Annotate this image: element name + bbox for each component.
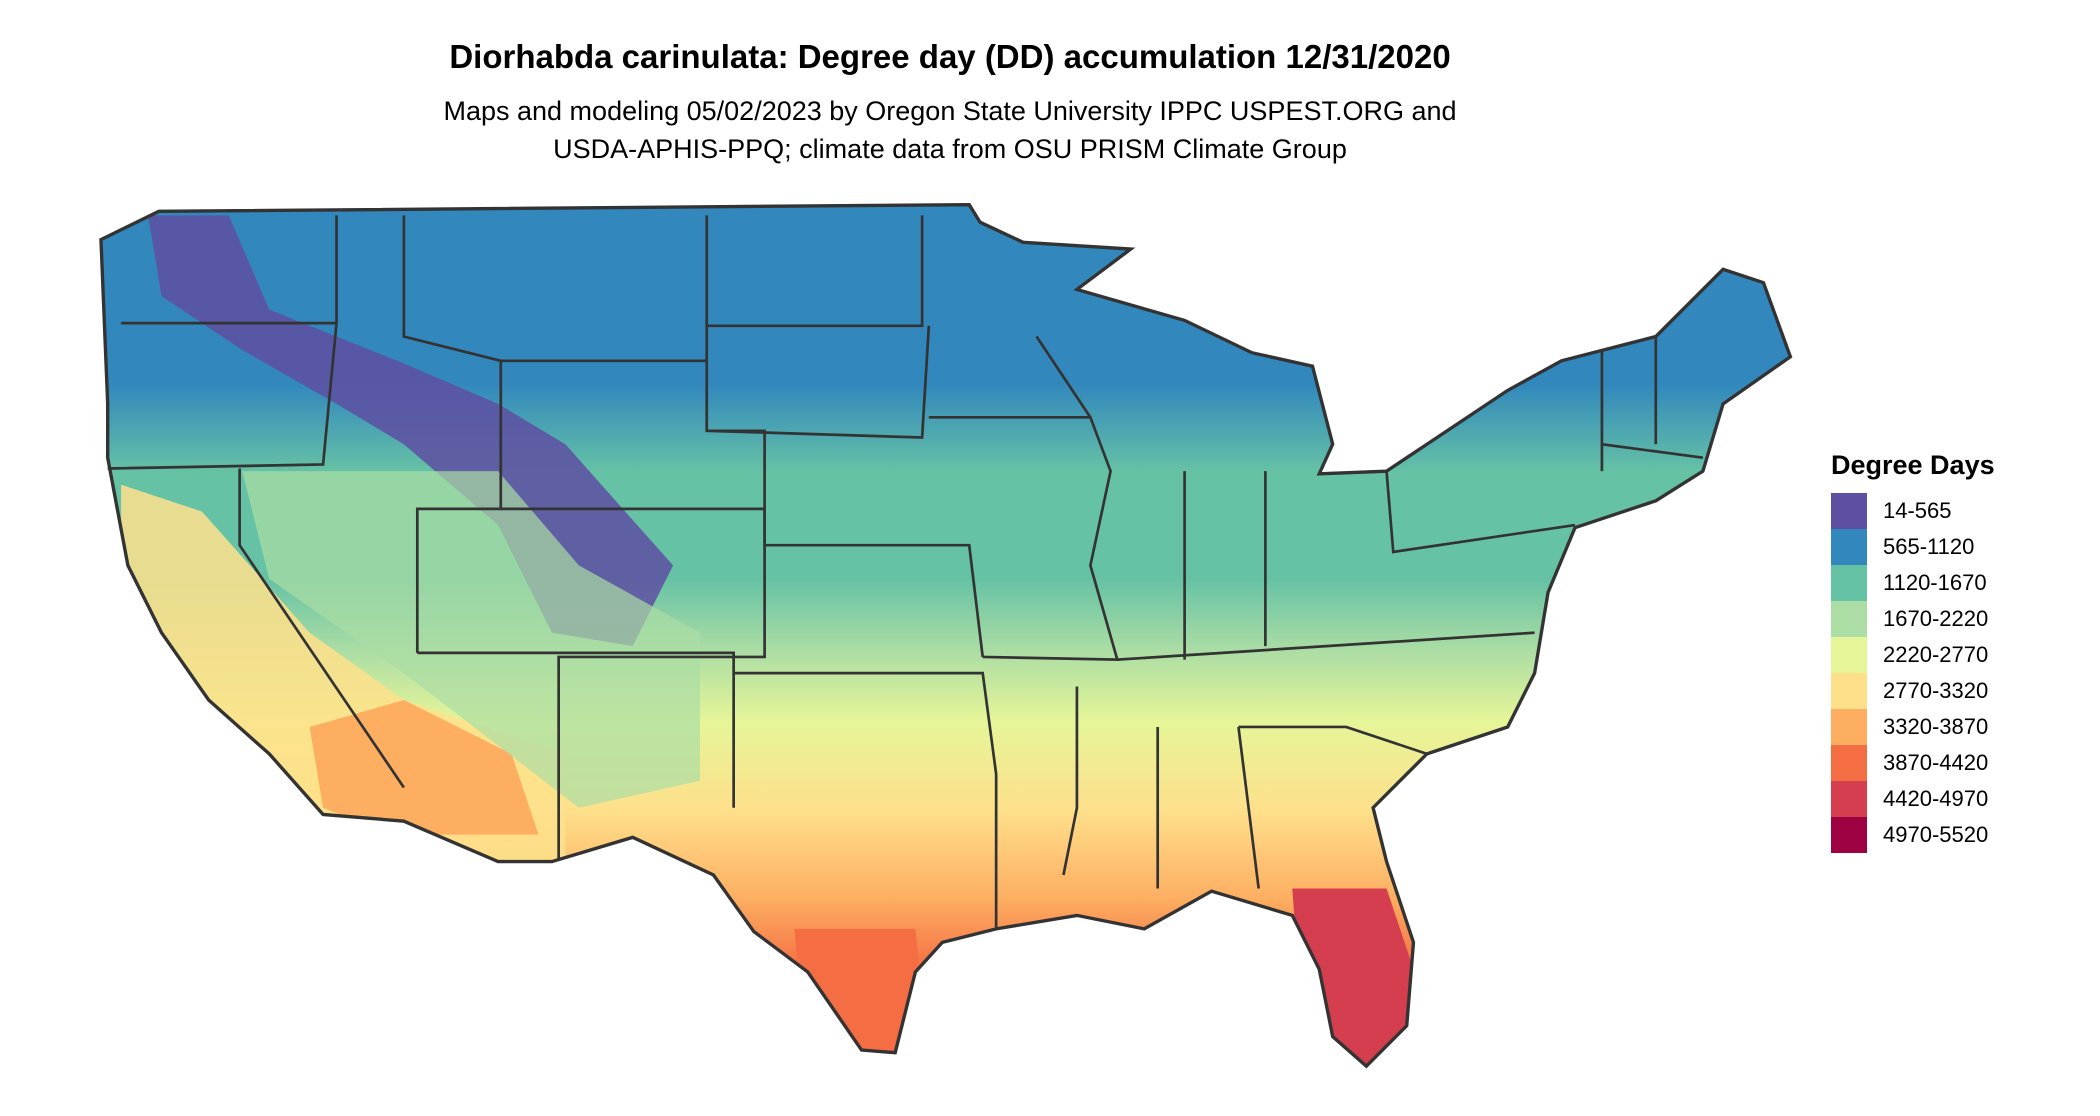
legend-swatch (1831, 817, 1867, 853)
legend-swatch (1831, 673, 1867, 709)
legend-label: 1670-2220 (1883, 606, 1989, 631)
legend-swatch (1831, 637, 1867, 673)
florida-hot-zone (1292, 888, 1414, 1067)
legend-item: 2770-3320 (1831, 673, 1995, 709)
legend-swatch (1831, 781, 1867, 817)
legend-swatch (1831, 745, 1867, 781)
legend-swatch (1831, 493, 1867, 529)
legend-title: Degree Days (1831, 450, 1995, 480)
subtitle-line: Maps and modeling 05/02/2023 by Oregon S… (443, 96, 1457, 126)
legend-swatch (1831, 529, 1867, 565)
legend-item: 14-565 (1831, 493, 1995, 529)
map-subtitle: Maps and modeling 05/02/2023 by Oregon S… (0, 92, 1900, 168)
legend-label: 3870-4420 (1883, 750, 1989, 775)
legend-label: 2220-2770 (1883, 642, 1989, 667)
legend-item: 2220-2770 (1831, 637, 1995, 673)
legend-label: 2770-3320 (1883, 678, 1989, 703)
legend-items: 14-565 565-1120 1120-1670 1670-2220 2220-277… (1831, 493, 1995, 853)
legend-item: 3320-3870 (1831, 709, 1995, 745)
legend-item: 3870-4420 (1831, 745, 1995, 781)
legend-swatch (1831, 709, 1867, 745)
legend-label: 1120-1670 (1883, 570, 1987, 595)
legend-label: 3320-3870 (1883, 714, 1989, 739)
legend-swatch (1831, 601, 1867, 637)
legend-label: 565-1120 (1883, 534, 1975, 559)
legend-label: 4970-5520 (1883, 822, 1989, 847)
legend: Degree Days 14-565 565-1120 1120-1670 1670-… (1831, 450, 1995, 853)
legend-item: 1120-1670 (1831, 565, 1995, 601)
state-borders (107, 215, 1704, 929)
legend-label: 14-565 (1883, 498, 1952, 523)
legend-swatch (1831, 565, 1867, 601)
legend-item: 1670-2220 (1831, 601, 1995, 637)
subtitle-line: USDA-APHIS-PPQ; climate data from OSU PR… (553, 134, 1347, 164)
map-title: Diorhabda carinulata: Degree day (DD) ac… (449, 38, 1451, 75)
legend-label: 4420-4970 (1883, 786, 1989, 811)
dd-fill (100, 204, 1791, 1067)
legend-item: 565-1120 (1831, 529, 1995, 565)
legend-item: 4970-5520 (1831, 817, 1995, 853)
legend-item: 4420-4970 (1831, 781, 1995, 817)
interior-west-zone (242, 471, 701, 808)
